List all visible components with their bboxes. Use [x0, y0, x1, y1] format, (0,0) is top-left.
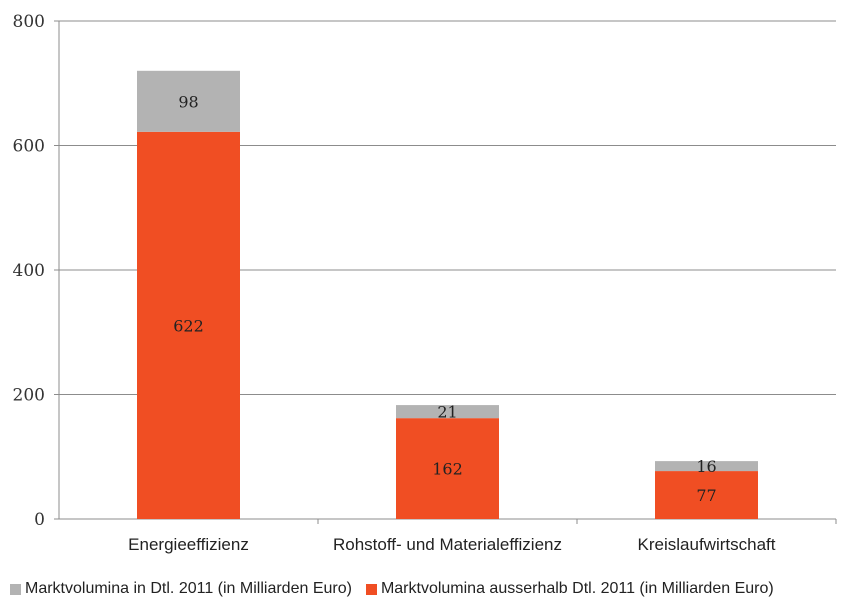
legend-swatch-orange [365, 583, 377, 595]
y-tick-label: 0 [34, 510, 45, 530]
bar-segment-ausserhalb [137, 131, 240, 519]
y-tick-label: 600 [13, 137, 45, 157]
data-label: 622 [173, 316, 204, 335]
data-label: 162 [432, 460, 463, 479]
labels: 0 200 400 600 800 622 98 Energieeffizienz 162 21 R… [13, 12, 776, 554]
category-label: Kreislaufwirtschaft [638, 535, 776, 554]
legend: Marktvolumina in Dtl. 2011 (in Milliarde… [10, 580, 788, 598]
data-label: 98 [178, 92, 198, 111]
bar-segment-inland [396, 405, 499, 419]
category-label: Rohstoff- und Materialeffizienz [333, 535, 562, 554]
bar-segment-ausserhalb [655, 471, 758, 519]
data-label: 21 [437, 403, 457, 422]
y-tick-label: 400 [13, 261, 45, 281]
legend-swatch-gray [10, 583, 21, 595]
data-label: 77 [696, 486, 716, 505]
category-label: Energieeffizienz [128, 535, 249, 554]
bar-segment-inland [655, 461, 758, 472]
y-tick-label: 200 [13, 386, 45, 406]
bars [137, 70, 758, 519]
data-label: 16 [696, 457, 716, 476]
y-tick-label: 800 [13, 12, 45, 32]
legend-item-ausland: Marktvolumina ausserhalb Dtl. 2011 (in M… [365, 580, 774, 598]
bar-segment-ausserhalb [396, 418, 499, 519]
bar-segment-inland [137, 70, 240, 132]
legend-label-inland: Marktvolumina in Dtl. 2011 (in Milliarde… [25, 580, 352, 597]
legend-label-ausland: Marktvolumina ausserhalb Dtl. 2011 (in M… [380, 580, 774, 597]
legend-item-inland: Marktvolumina in Dtl. 2011 (in Milliarde… [10, 580, 352, 598]
